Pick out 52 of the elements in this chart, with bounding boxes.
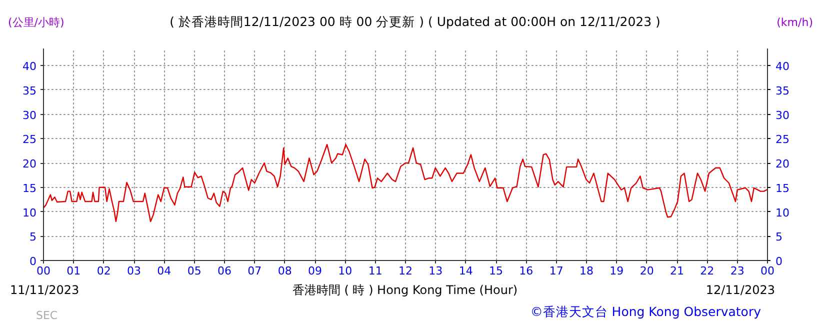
x-tick-label: 07 [248, 264, 262, 278]
x-tick-label: 09 [308, 264, 322, 278]
y-tick-label: 0 [30, 255, 36, 268]
y-tick-label: 5 [30, 230, 36, 244]
x-tick-label: 18 [580, 264, 594, 278]
x-tick-label: 08 [278, 264, 292, 278]
x-tick-label: 04 [157, 264, 172, 278]
y2-tick-label: 10 [776, 206, 790, 220]
x-tick-label: 14 [458, 264, 473, 278]
text: 11/11/2023 [10, 282, 80, 299]
x-tick-label: 00 [36, 264, 50, 278]
x-tick-label: 19 [610, 264, 624, 278]
x-tick-label: 01 [66, 264, 81, 278]
x-tick-label: 13 [428, 264, 443, 278]
x-tick-label: 23 [730, 264, 744, 278]
y-tick-label: 10 [22, 206, 37, 220]
y2-tick-label: 35 [776, 84, 790, 98]
x-tick-label: 21 [670, 264, 684, 278]
x-tick-label: 16 [519, 264, 534, 278]
y2-tick-label: 20 [776, 158, 790, 171]
chart-title: ( 於香港時間12/11/2023 00 時 00 分更新 ) ( Updated at 00:00H on 12/11/2023 ) [170, 13, 660, 31]
y-tick-label: 20 [22, 158, 37, 171]
y-tick-label: 35 [22, 84, 37, 98]
y-tick-label: 25 [22, 133, 37, 146]
x-tick-label: 12 [398, 264, 412, 278]
text: ©香港天文台 Hong Kong Observatory [530, 303, 761, 321]
y2-tick-label: 25 [776, 133, 790, 146]
y2-tick-label: 0 [776, 255, 782, 268]
line-series [44, 144, 768, 222]
y-tick-label: 15 [22, 182, 37, 195]
x-tick-label: 20 [640, 264, 654, 278]
text: 12/11/2023 [706, 282, 775, 299]
y-axis-title: (公里/小時) [8, 15, 64, 31]
y2-tick-label: 30 [776, 108, 790, 122]
x-tick-label: 15 [489, 264, 503, 278]
x-axis-title: 香港時間 ( 時 ) Hong Kong Time (Hour) [292, 282, 518, 299]
x-tick-label: 10 [338, 264, 352, 278]
y-tick-label: 40 [22, 60, 37, 74]
x-tick-label: 17 [549, 264, 564, 278]
y2-tick-label: 40 [776, 60, 790, 74]
x-tick-label: 06 [218, 264, 232, 278]
x-tick-label: 05 [187, 264, 202, 278]
x-tick-label: 03 [127, 264, 141, 278]
x-tick-label: 00 [760, 264, 774, 278]
y2-tick-label: 5 [776, 230, 782, 244]
y2-tick-label: 15 [776, 182, 790, 195]
x-tick-label: 22 [700, 264, 714, 278]
x-tick-label: 02 [96, 264, 111, 278]
y2-axis-title: (km/h) [776, 15, 813, 31]
text: SEC [36, 308, 58, 323]
x-tick-label: 11 [368, 264, 382, 278]
y-tick-label: 30 [22, 108, 37, 122]
